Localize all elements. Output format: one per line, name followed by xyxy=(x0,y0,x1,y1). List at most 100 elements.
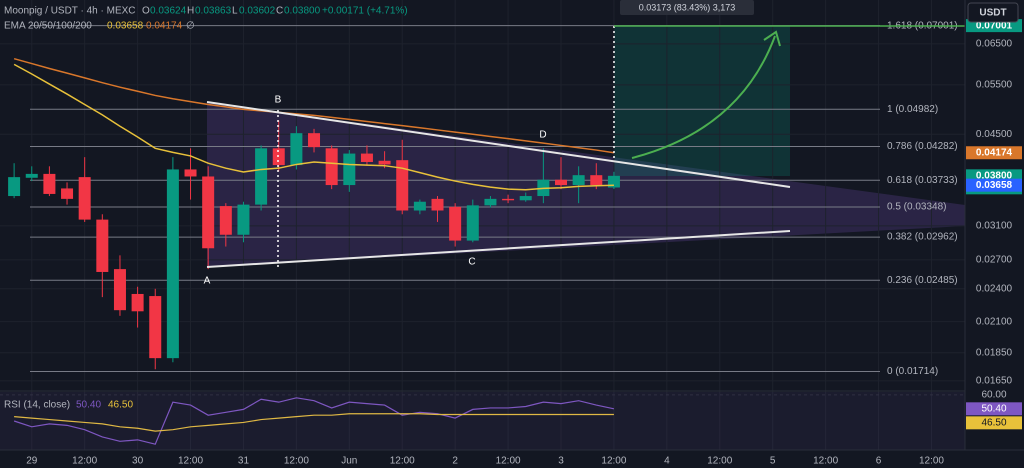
fib-label: 0 (0.01714) xyxy=(887,366,938,377)
point-label: D xyxy=(539,130,546,141)
y-tick-label: 0.01650 xyxy=(976,376,1013,387)
price-axis xyxy=(965,0,1024,468)
candle-body xyxy=(431,198,444,211)
currency[interactable]: USDT xyxy=(979,8,1006,19)
candle-body xyxy=(25,173,38,178)
fib-label: 0.786 (0.04282) xyxy=(887,141,958,152)
axis: 0.06500 0.05500 0.04500 0.03100 0.02700 0.024… xyxy=(26,19,1022,467)
y-tick-label: 0.01850 xyxy=(976,347,1013,358)
fib-label: 0.236 (0.02485) xyxy=(887,275,958,286)
candle-body xyxy=(519,196,532,201)
change: +0.00171 (+4.71%) xyxy=(322,6,408,17)
y-tick-label: 0.04500 xyxy=(976,129,1013,140)
candle-body xyxy=(43,173,56,194)
candle-body xyxy=(360,153,373,162)
ohlc-value: 0.03624 xyxy=(150,6,187,17)
ohlc-value: 0.03863 xyxy=(195,6,232,17)
x-tick-label: 29 xyxy=(26,456,38,467)
trend-line xyxy=(206,230,791,268)
point-label: C xyxy=(468,257,475,268)
candle-body xyxy=(290,133,303,166)
tooltip: 0.03173 (83.43%) 3,173 xyxy=(639,2,736,12)
y-tick-label: 0.05500 xyxy=(976,80,1013,91)
price-tag xyxy=(966,146,1022,160)
candle-body xyxy=(555,179,568,186)
candle-body xyxy=(166,169,179,359)
x-tick-label: 12:00 xyxy=(178,456,203,467)
price-tag-label: 0.03658 xyxy=(976,180,1013,191)
y-tick-label: 0.02100 xyxy=(976,316,1013,327)
x-tick-label: 31 xyxy=(238,456,250,467)
price-tag-label: 0.07001 xyxy=(976,20,1013,31)
ohlc-value: 0.03800 xyxy=(284,6,321,17)
candle-body xyxy=(113,269,126,311)
point-label: A xyxy=(204,276,211,287)
arrow-head xyxy=(763,30,781,47)
candle-body xyxy=(572,175,585,186)
x-tick-label: 6 xyxy=(876,456,882,467)
candle-body xyxy=(184,169,197,177)
fib-label: 0.382 (0.02962) xyxy=(887,232,958,243)
candle-body xyxy=(502,198,515,201)
x-tick-label: 30 xyxy=(132,456,144,467)
candle-body xyxy=(466,205,479,241)
ema-line xyxy=(13,63,614,191)
candle-body xyxy=(325,148,338,186)
fib-label: 0.5 (0.03348) xyxy=(887,202,947,213)
currency-box[interactable] xyxy=(967,2,1019,23)
candle-body xyxy=(149,296,162,359)
ema-label: EMA 20/50/100/200 xyxy=(4,21,92,32)
x-tick-label: 5 xyxy=(770,456,776,467)
rsi-line xyxy=(14,413,614,432)
candle-body xyxy=(61,188,74,199)
fib-label: 0.618 (0.03733) xyxy=(887,175,958,186)
candle-body xyxy=(255,148,268,205)
arrow xyxy=(631,35,776,159)
x-tick-label: 12:00 xyxy=(919,456,944,467)
ema-value: 0.03658 xyxy=(107,21,144,32)
candle-body xyxy=(219,206,232,235)
candle-body xyxy=(96,219,109,272)
x-tick-label: Jun xyxy=(341,456,357,467)
fib-label: 1 (0.04982) xyxy=(887,104,938,115)
y-tick-label: 0.06500 xyxy=(976,39,1013,50)
price-tag xyxy=(966,178,1022,192)
rsi-value: 46.50 xyxy=(108,400,133,411)
point-label: B xyxy=(275,95,282,106)
rsi-tag-label: 46.50 xyxy=(981,417,1006,428)
x-tick-label: 12:00 xyxy=(601,456,626,467)
rsi-label: RSI (14, close) xyxy=(4,400,70,411)
y-tick-label: 0.03100 xyxy=(976,221,1013,232)
candle-body xyxy=(343,153,356,186)
x-tick-label: 4 xyxy=(664,456,670,467)
trend-line xyxy=(206,101,791,188)
candle-body xyxy=(131,293,144,312)
candle-body xyxy=(449,206,462,241)
candle-body xyxy=(8,177,21,197)
symbol: Moonpig / USDT · 4h · MEXC xyxy=(4,6,136,17)
ema-empty: ∅ xyxy=(186,21,195,32)
candle-body xyxy=(78,177,91,220)
candle-body xyxy=(308,133,321,148)
rsi-tag-label: 50.40 xyxy=(981,403,1006,414)
price-tag-label: 0.04174 xyxy=(976,147,1013,158)
x-tick-label: 12:00 xyxy=(813,456,838,467)
ohlc-key: C xyxy=(276,6,283,17)
y-tick-label: 0.02700 xyxy=(976,254,1013,265)
target-zone xyxy=(614,26,790,176)
x-tick-label: 12:00 xyxy=(72,456,97,467)
x-tick-label: 12:00 xyxy=(284,456,309,467)
x-tick-label: 12:00 xyxy=(707,456,732,467)
candle-body xyxy=(396,160,409,211)
candle-body xyxy=(413,201,426,211)
candle-body xyxy=(237,204,250,235)
candle-body xyxy=(202,176,215,249)
x-tick-label: 12:00 xyxy=(390,456,415,467)
price-tag-label: 0.03800 xyxy=(976,170,1013,181)
rsi-line xyxy=(13,397,615,445)
ohlc-key: H xyxy=(187,6,194,17)
rsi-tag xyxy=(966,402,1022,416)
ema-line xyxy=(13,57,615,154)
